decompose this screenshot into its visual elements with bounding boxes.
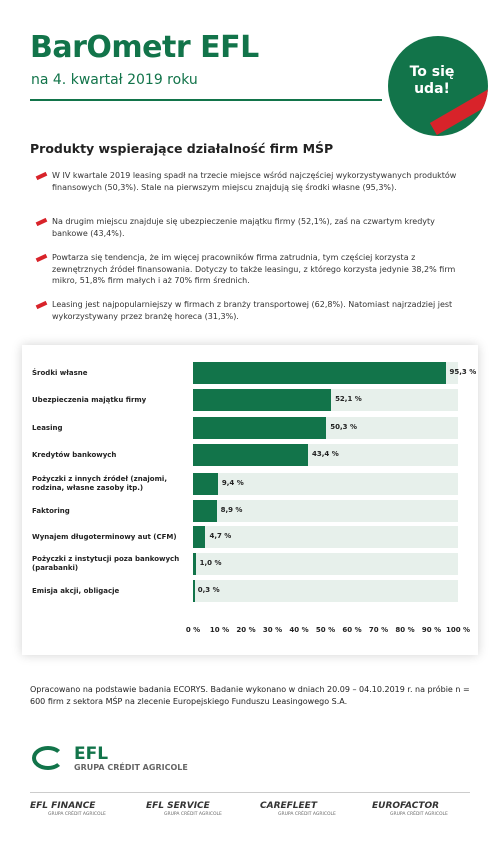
bullet-mark: [35, 300, 48, 310]
bar: [193, 417, 327, 439]
category-label: Pożyczki z innych źródeł (znajomi, rodzi…: [32, 475, 167, 492]
value-label: 9,4 %: [221, 479, 244, 487]
category-label: Leasing: [32, 423, 63, 432]
subtitle: na 4. kwartał 2019 roku: [31, 72, 198, 88]
x-tick-label: 10 %: [209, 626, 230, 634]
badge: To się uda!: [388, 36, 488, 136]
brand-sub: GRUPA CRÉDIT AGRICOLE: [278, 812, 336, 817]
value-label: 52,1 %: [335, 395, 362, 403]
brand: EFL FINANCE: [30, 801, 96, 811]
brand: EFL SERVICE: [146, 801, 210, 811]
bar: [193, 553, 196, 575]
divider: [30, 792, 470, 793]
x-tick-label: 90 %: [421, 626, 442, 634]
value-label: 0,3 %: [197, 586, 220, 594]
bullet-text: Powtarza się tendencja, że im więcej pra…: [52, 253, 456, 285]
bar-track: [193, 473, 458, 495]
badge-text: To się uda!: [409, 64, 455, 97]
bullet-mark: [35, 253, 48, 263]
bar: [193, 473, 218, 495]
rule: [30, 99, 382, 101]
bar: [193, 444, 308, 466]
bar-track: [193, 500, 458, 522]
bar: [193, 580, 195, 602]
x-tick-label: 20 %: [236, 626, 256, 634]
category-label: Środki własne: [32, 368, 88, 377]
category-label: Faktoring: [32, 506, 70, 515]
note: Opracowano na podstawie badania ECORYS. …: [30, 685, 470, 706]
value-label: 43,4 %: [312, 450, 339, 458]
bullet-text: Na drugim miejscu znajduje się ubezpiecz…: [52, 217, 435, 238]
brand-sub: GRUPA CRÉDIT AGRICOLE: [164, 812, 222, 817]
brand-sub: GRUPA CRÉDIT AGRICOLE: [48, 812, 106, 817]
brand-sub: GRUPA CRÉDIT AGRICOLE: [390, 812, 448, 817]
bar: [193, 389, 332, 411]
x-tick-label: 70 %: [368, 626, 389, 634]
x-tick-label: 30 %: [262, 626, 283, 634]
x-tick-label: 50 %: [315, 626, 336, 634]
section-title: Produkty wspierające działalność firm MŚ…: [30, 141, 334, 156]
value-label: 4,7 %: [209, 532, 232, 540]
value-label: 8,9 %: [220, 506, 243, 514]
logo: EFL: [74, 744, 109, 764]
title: BarOmetr EFL: [30, 30, 259, 65]
x-tick-label: 40 %: [289, 626, 309, 634]
x-tick-label: 60 %: [342, 626, 362, 634]
bullet-text: W IV kwartale 2019 leasing spadł na trze…: [52, 171, 457, 192]
x-tick-label: 80 %: [395, 626, 415, 634]
bar-track: [193, 580, 458, 602]
value-label: 1,0 %: [199, 559, 222, 567]
x-tick-label: 100 %: [445, 626, 471, 634]
brand: EUROFACTOR: [372, 801, 440, 811]
bar-track: [193, 553, 458, 575]
bar: [193, 362, 446, 384]
value-label: 95,3 %: [449, 368, 477, 376]
value-label: 50,3 %: [330, 423, 358, 431]
logo-mark: [32, 746, 64, 770]
bullet-mark: [35, 217, 48, 227]
category-label: Ubezpieczenia majątku firmy: [32, 395, 147, 404]
x-tick-label: 0 %: [185, 626, 201, 634]
bar: [193, 526, 206, 548]
category-label: Wynajem długoterminowy aut (CFM): [32, 532, 177, 541]
logo-sub: GRUPA CRÉDIT AGRICOLE: [74, 763, 188, 772]
bar: [193, 500, 217, 522]
bullet-mark: [35, 171, 48, 181]
brand: CAREFLEET: [260, 801, 317, 811]
bar-track: [193, 526, 458, 548]
category-label: Pożyczki z instytucji poza bankowych (pa…: [32, 555, 180, 572]
bullet-text: Leasing jest najpopularniejszy w firmach…: [52, 300, 453, 321]
category-label: Kredytów bankowych: [32, 450, 117, 459]
category-label: Emisja akcji, obligacje: [32, 586, 120, 595]
